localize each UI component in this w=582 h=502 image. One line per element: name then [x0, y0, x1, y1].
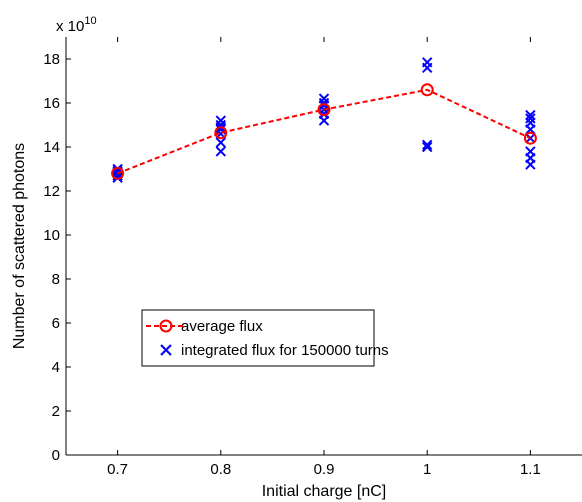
average-flux-point: [420, 83, 434, 97]
integrated-flux-point: [318, 93, 330, 104]
cross-stroke: [421, 57, 433, 68]
y-tick-label: 18: [43, 51, 60, 68]
average-flux-point: [111, 166, 125, 180]
axes: 0.7 0.8 0.9 1 1.1 0 2 4 6 8 10 12 14 16 18: [43, 37, 582, 478]
average-flux-line: [117, 88, 531, 175]
legend-average-flux-marker: [159, 319, 173, 333]
y-tick-label: 14: [43, 139, 60, 156]
data-marks: [111, 57, 537, 184]
integrated-flux-point: [215, 115, 227, 126]
integrated-flux-point: [525, 109, 536, 121]
cross-stroke: [318, 108, 330, 120]
y-tick-label: 2: [52, 403, 60, 420]
x-axis-label: Initial charge [nC]: [262, 483, 387, 500]
y-axis-multiplier-base: x 10: [56, 18, 84, 35]
y-axis-multiplier: x 1010: [56, 15, 97, 35]
legend-box: [141, 309, 375, 367]
cross-stroke: [215, 137, 227, 148]
cross-stroke: [525, 146, 536, 157]
legend-integrated-flux-marker: [160, 344, 172, 356]
x-tick-label: 0.8: [210, 461, 231, 478]
y-tick-label: 4: [52, 359, 60, 376]
average-flux-point: [214, 126, 228, 140]
cross-stroke: [525, 109, 536, 121]
x-tick-label: 1: [423, 461, 431, 478]
average-flux-point: [317, 103, 331, 117]
cross-stroke: [215, 146, 227, 157]
integrated-flux-point: [318, 108, 330, 120]
cross-stroke: [525, 113, 536, 124]
y-tick-label: 8: [52, 271, 60, 288]
x-tick-label: 1.1: [520, 461, 541, 478]
cross-stroke: [318, 93, 330, 104]
integrated-flux-point: [421, 141, 433, 153]
cross-stroke: [421, 139, 433, 151]
cross-stroke: [215, 115, 227, 126]
cross-stroke: [421, 141, 433, 153]
integrated-flux-point: [421, 57, 433, 68]
legend: average flux integrated flux for 150000 …: [141, 309, 389, 367]
legend-average-flux-label: average flux: [181, 318, 263, 335]
y-axis-label: Number of scattered photons: [11, 143, 28, 349]
integrated-flux-point: [215, 137, 227, 148]
x-tick-label: 0.7: [107, 461, 128, 478]
y-tick-label: 12: [43, 183, 60, 200]
plot-area: [66, 37, 582, 455]
legend-integrated-flux-label: integrated flux for 150000 turns: [181, 342, 389, 359]
integrated-flux-point: [525, 146, 536, 157]
cross-stroke: [215, 124, 227, 135]
integrated-flux-point: [525, 117, 536, 129]
integrated-flux-point: [525, 113, 536, 124]
integrated-flux-point: [421, 139, 433, 151]
cross-stroke: [525, 117, 536, 129]
cross-stroke: [112, 163, 123, 175]
y-tick-label: 16: [43, 95, 60, 112]
y-axis-multiplier-exponent: 10: [84, 15, 96, 27]
y-tick-label: 10: [43, 227, 60, 244]
y-tick-label: 0: [52, 447, 60, 464]
average-flux-point: [523, 131, 537, 145]
integrated-flux-point: [215, 146, 227, 157]
y-tick-label: 6: [52, 315, 60, 332]
x-tick-label: 0.9: [314, 461, 335, 478]
